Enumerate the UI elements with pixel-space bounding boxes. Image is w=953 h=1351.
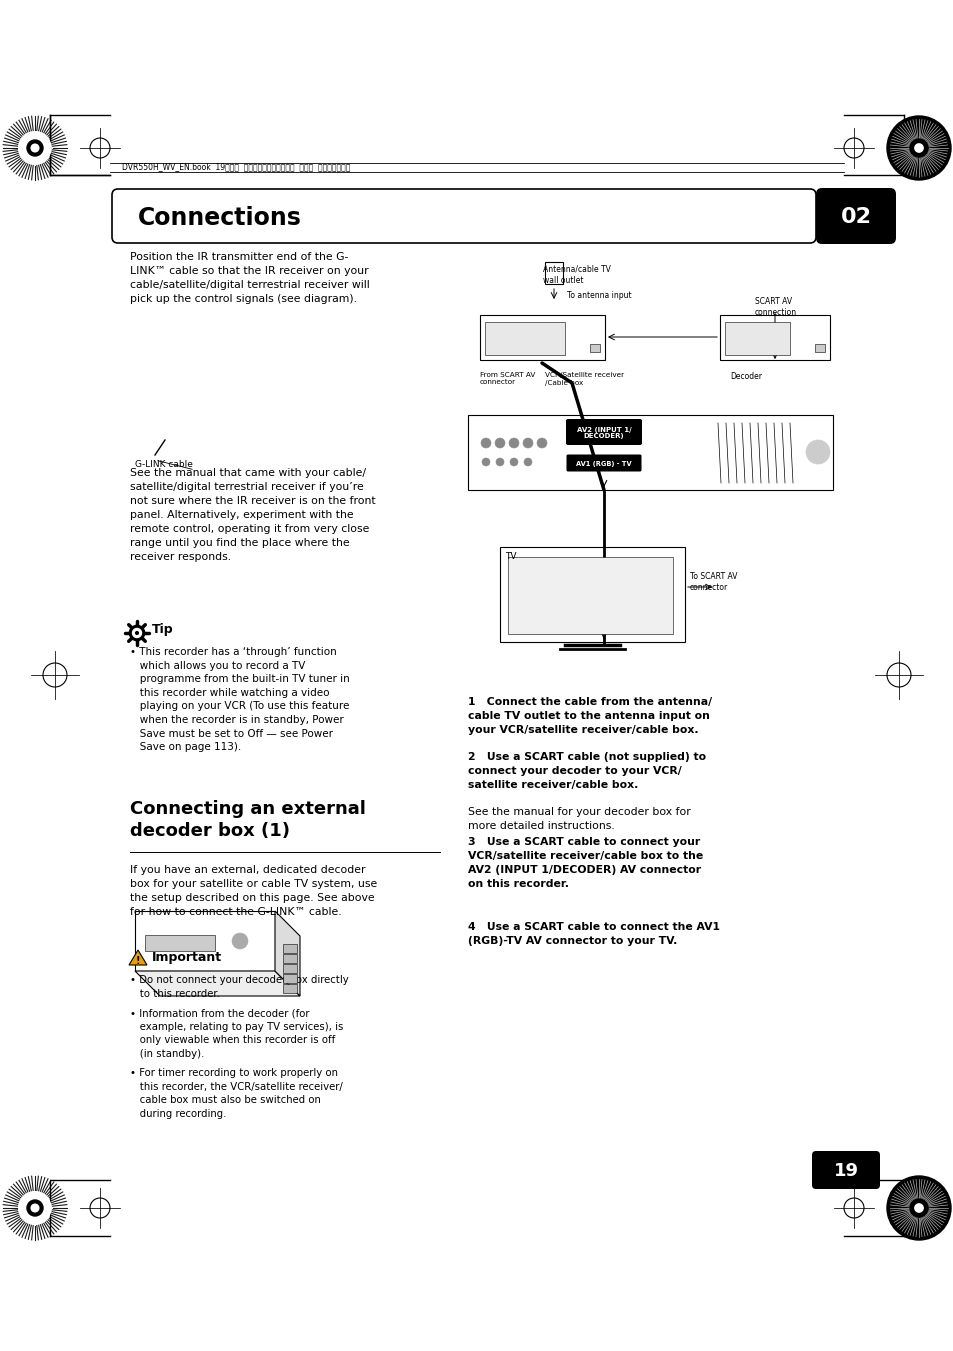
Text: • Do not connect your decoder box directly
   to this recorder.: • Do not connect your decoder box direct… <box>130 975 349 998</box>
Text: En: En <box>839 1155 851 1165</box>
Text: • This recorder has a ‘through’ function
   which allows you to record a TV
   p: • This recorder has a ‘through’ function… <box>130 647 350 753</box>
Bar <box>589 345 599 353</box>
Circle shape <box>522 438 533 449</box>
Circle shape <box>130 626 145 640</box>
Bar <box>720 315 829 359</box>
Bar <box>283 965 296 973</box>
Text: !: ! <box>135 957 140 966</box>
Text: See the manual that came with your cable/
satellite/digital terrestrial receiver: See the manual that came with your cable… <box>130 467 375 562</box>
Text: AV2 (INPUT 1/
DECODER): AV2 (INPUT 1/ DECODER) <box>576 427 631 439</box>
Polygon shape <box>274 911 299 996</box>
Text: From SCART AV
connector: From SCART AV connector <box>479 372 535 385</box>
Circle shape <box>495 438 504 449</box>
Circle shape <box>31 145 39 151</box>
Text: If you have an external, dedicated decoder
box for your satellite or cable TV sy: If you have an external, dedicated decod… <box>130 865 376 917</box>
Circle shape <box>232 934 248 948</box>
Text: SCART AV
connection: SCART AV connection <box>754 297 797 317</box>
Circle shape <box>805 440 829 463</box>
FancyBboxPatch shape <box>811 1151 879 1189</box>
Text: Antenna/cable TV
wall outlet: Antenna/cable TV wall outlet <box>542 265 610 285</box>
Text: 1   Connect the cable from the antenna/
cable TV outlet to the antenna input on
: 1 Connect the cable from the antenna/ ca… <box>468 697 711 735</box>
FancyBboxPatch shape <box>565 419 641 444</box>
FancyBboxPatch shape <box>815 188 895 245</box>
Bar <box>724 322 789 355</box>
Circle shape <box>135 632 138 635</box>
Text: VCR/Satellite receiver
/Cable box: VCR/Satellite receiver /Cable box <box>544 372 623 385</box>
Circle shape <box>537 438 546 449</box>
Circle shape <box>523 458 532 466</box>
Circle shape <box>19 132 51 163</box>
Polygon shape <box>129 950 147 965</box>
Bar <box>507 557 672 634</box>
Text: Connecting an external
decoder box (1): Connecting an external decoder box (1) <box>130 800 366 839</box>
Bar <box>544 262 562 284</box>
Text: See the manual for your decoder box for
more detailed instructions.: See the manual for your decoder box for … <box>468 807 690 831</box>
Circle shape <box>481 458 490 466</box>
Circle shape <box>19 1192 51 1224</box>
Bar <box>484 322 564 355</box>
Circle shape <box>27 1200 43 1216</box>
Text: To antenna input: To antenna input <box>566 290 631 300</box>
Circle shape <box>909 1200 927 1217</box>
Text: To SCART AV
connector: To SCART AV connector <box>689 571 737 592</box>
Bar <box>468 415 832 490</box>
Text: • For timer recording to work properly on
   this recorder, the VCR/satellite re: • For timer recording to work properly o… <box>130 1069 342 1119</box>
Bar <box>283 974 296 984</box>
Polygon shape <box>135 971 299 996</box>
Text: • Information from the decoder (for
   example, relating to pay TV services), is: • Information from the decoder (for exam… <box>130 1008 343 1059</box>
Text: 3   Use a SCART cable to connect your
VCR/satellite receiver/cable box to the
AV: 3 Use a SCART cable to connect your VCR/… <box>468 838 702 889</box>
Bar <box>283 944 296 952</box>
Text: AV1 (RGB) - TV: AV1 (RGB) - TV <box>576 461 631 467</box>
Circle shape <box>909 139 927 157</box>
Circle shape <box>132 628 141 638</box>
Text: Tip: Tip <box>152 623 173 635</box>
Text: Important: Important <box>152 951 222 963</box>
Bar <box>283 984 296 993</box>
Bar <box>479 315 604 359</box>
Bar <box>145 935 214 951</box>
Polygon shape <box>135 911 274 971</box>
FancyBboxPatch shape <box>112 189 815 243</box>
Circle shape <box>496 458 503 466</box>
Circle shape <box>510 458 517 466</box>
Circle shape <box>27 141 43 155</box>
FancyBboxPatch shape <box>566 454 640 471</box>
Text: Position the IR transmitter end of the G-
LINK™ cable so that the IR receiver on: Position the IR transmitter end of the G… <box>130 253 370 304</box>
Circle shape <box>886 116 950 180</box>
Bar <box>814 345 824 353</box>
Text: DVR550H_WV_EN.book  19ページ  ２００６年１２月２８日  木曜日  午後４時２１分: DVR550H_WV_EN.book 19ページ ２００６年１２月２８日 木曜日… <box>122 162 350 172</box>
Text: 2   Use a SCART cable (not supplied) to
connect your decoder to your VCR/
satell: 2 Use a SCART cable (not supplied) to co… <box>468 753 705 790</box>
Text: TV: TV <box>504 553 516 561</box>
Text: 4   Use a SCART cable to connect the AV1
(RGB)-TV AV connector to your TV.: 4 Use a SCART cable to connect the AV1 (… <box>468 921 720 946</box>
Text: 19: 19 <box>833 1162 858 1179</box>
Bar <box>499 547 684 642</box>
Text: G-LINK cable: G-LINK cable <box>135 459 193 469</box>
Circle shape <box>914 143 923 153</box>
Text: Connections: Connections <box>138 205 301 230</box>
Text: Decoder: Decoder <box>729 372 761 381</box>
Circle shape <box>914 1204 923 1212</box>
Circle shape <box>480 438 491 449</box>
Text: 02: 02 <box>840 207 871 227</box>
Bar <box>283 954 296 963</box>
Circle shape <box>886 1175 950 1240</box>
Circle shape <box>31 1204 39 1212</box>
Circle shape <box>509 438 518 449</box>
